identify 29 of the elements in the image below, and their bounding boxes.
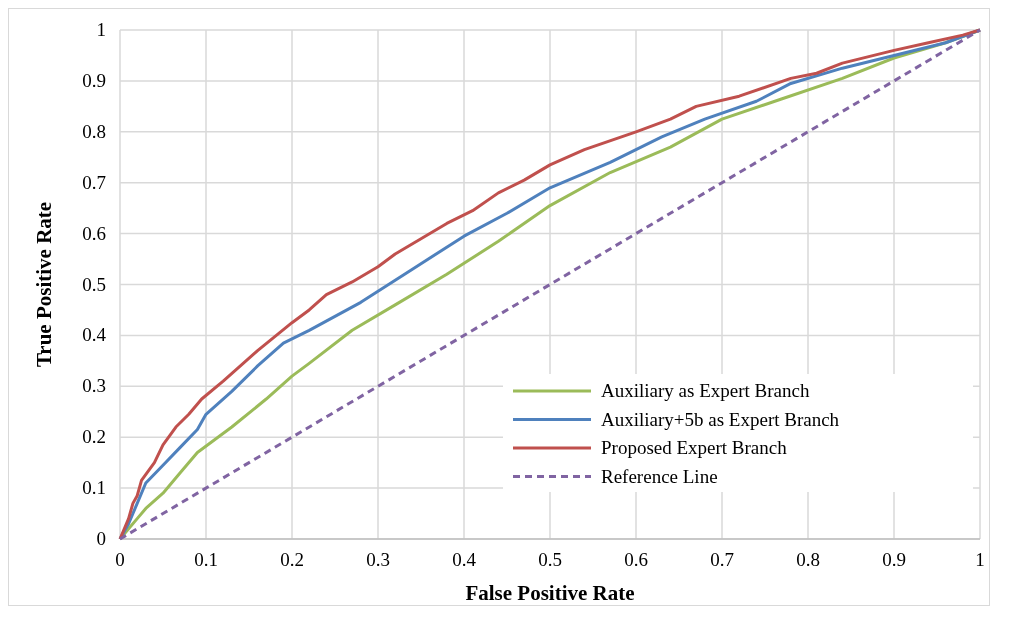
y-tick-label: 0.1 bbox=[82, 477, 106, 499]
x-tick-label: 0.6 bbox=[624, 549, 648, 570]
x-tick-label: 0 bbox=[115, 549, 125, 570]
x-tick-label: 0.5 bbox=[538, 549, 562, 570]
y-tick-label: 0.8 bbox=[82, 120, 106, 142]
legend-label: Reference Line bbox=[601, 465, 718, 487]
y-tick-label: 0.7 bbox=[82, 171, 106, 193]
y-tick-label: 0.3 bbox=[82, 375, 106, 397]
x-tick-label: 0.8 bbox=[796, 549, 820, 570]
legend-label: Proposed Expert Branch bbox=[601, 437, 788, 458]
x-axis-title: False Positive Rate bbox=[465, 581, 635, 605]
x-tick-label: 0.3 bbox=[366, 549, 390, 570]
y-tick-label: 0.5 bbox=[82, 273, 106, 295]
y-tick-label: 0.9 bbox=[82, 69, 106, 91]
y-axis-title: True Positive Rate bbox=[32, 201, 56, 368]
x-tick-label: 1 bbox=[975, 549, 985, 570]
legend-label: Auxiliary+5b as Expert Branch bbox=[601, 408, 840, 430]
y-tick-label: 0.4 bbox=[82, 324, 107, 346]
y-tick-label: 0.2 bbox=[82, 426, 106, 448]
legend-label: Auxiliary as Expert Branch bbox=[601, 380, 810, 401]
y-tick-label: 1 bbox=[96, 19, 106, 40]
x-tick-label: 0.2 bbox=[280, 549, 304, 570]
x-tick-label: 0.4 bbox=[452, 549, 477, 570]
x-tick-label: 0.9 bbox=[882, 549, 906, 570]
x-tick-label: 0.1 bbox=[194, 549, 218, 570]
x-tick-label: 0.7 bbox=[710, 549, 734, 570]
y-tick-label: 0 bbox=[96, 528, 106, 549]
y-tick-label: 0.6 bbox=[82, 222, 106, 244]
line-series bbox=[118, 28, 982, 541]
